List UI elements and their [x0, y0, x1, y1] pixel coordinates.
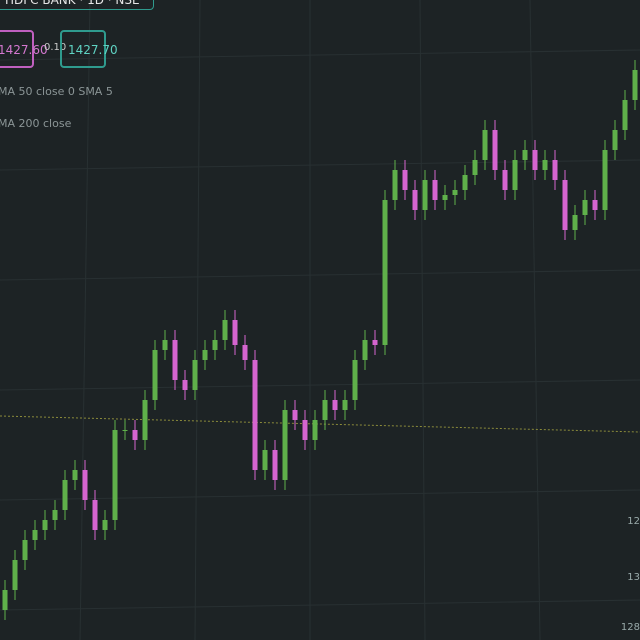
candle-body — [102, 520, 108, 530]
price-axis-label: 13 — [627, 572, 640, 583]
candle-body — [342, 400, 348, 410]
candle-body — [142, 400, 148, 440]
candle-body — [442, 195, 448, 200]
candle-body — [242, 345, 248, 360]
candle-body — [432, 180, 438, 200]
candle-body — [522, 150, 528, 160]
spread: 0.10 — [44, 42, 67, 53]
candle-body — [272, 450, 278, 480]
candle-body — [182, 380, 188, 390]
candle-body — [332, 400, 338, 410]
candle-body — [482, 130, 488, 160]
candle-body — [502, 170, 508, 190]
candle-body — [302, 420, 308, 440]
candle-body — [62, 480, 68, 510]
candle-body — [132, 430, 138, 440]
candle-body — [582, 200, 588, 215]
candle-body — [562, 180, 568, 230]
candle-body — [12, 560, 18, 590]
candle-body — [492, 130, 498, 170]
candle-body — [92, 500, 98, 530]
candle-body — [42, 520, 48, 530]
candle-body — [32, 530, 38, 540]
candle-body — [282, 410, 288, 480]
candle-body — [472, 160, 478, 175]
candle-body — [352, 360, 358, 400]
candle-body — [362, 340, 368, 360]
candle-body — [312, 420, 318, 440]
candle-body — [512, 160, 518, 190]
candle-body — [262, 450, 268, 470]
candle-body — [612, 130, 618, 150]
candle-body — [162, 340, 168, 350]
candle-body — [232, 320, 238, 345]
symbol-header[interactable]: HDFC BANK · 1D · NSE — [0, 0, 154, 10]
candle-body — [172, 340, 178, 380]
candle-body — [82, 470, 88, 500]
candle-body — [52, 510, 58, 520]
indicator[interactable]: MA 50 close 0 SMA 5 — [0, 85, 113, 98]
candle-body — [372, 340, 378, 345]
candle-body — [322, 400, 328, 420]
candle-body — [632, 70, 638, 100]
candle-body — [2, 590, 8, 610]
candle-body — [72, 470, 78, 480]
candle-body — [202, 350, 208, 360]
candle-body — [422, 180, 428, 210]
candle-body — [462, 175, 468, 190]
candle-body — [122, 430, 128, 431]
candle-body — [112, 430, 118, 520]
candle-body — [622, 100, 628, 130]
candle-body — [192, 360, 198, 390]
candle-body — [602, 150, 608, 210]
candle-body — [22, 540, 28, 560]
candle-body — [382, 200, 388, 345]
candle-body — [292, 410, 298, 420]
indicator[interactable]: MA 200 close — [0, 117, 72, 130]
candle-body — [452, 190, 458, 195]
candle-body — [252, 360, 258, 470]
candle-body — [542, 160, 548, 170]
price-line — [0, 415, 640, 433]
sell-button[interactable]: 1427.60 — [0, 30, 48, 68]
candle-body — [212, 340, 218, 350]
candle-body — [532, 150, 538, 170]
candle-body — [222, 320, 228, 340]
buy-button[interactable]: 1427.70 — [60, 30, 118, 68]
candle-body — [412, 190, 418, 210]
candle-body — [552, 160, 558, 180]
candle-body — [402, 170, 408, 190]
candle-body — [152, 350, 158, 400]
candle-body — [592, 200, 598, 210]
price-axis-label: 12 — [627, 516, 640, 527]
candle-body — [392, 170, 398, 200]
price-axis-label: 128 — [620, 622, 640, 633]
candle-body — [572, 215, 578, 230]
